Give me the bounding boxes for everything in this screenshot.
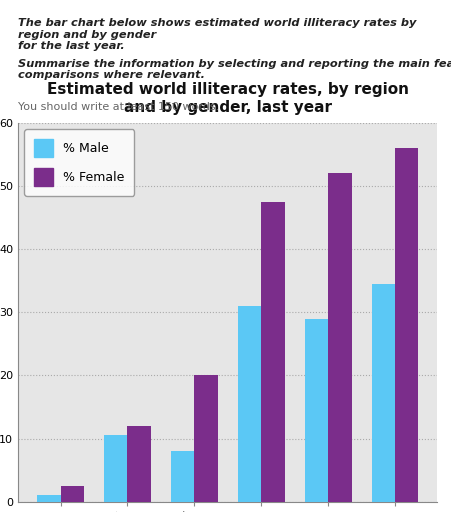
Bar: [194, 375, 218, 502]
Title: Estimated world illiteracy rates, by region
and by gender, last year: Estimated world illiteracy rates, by reg…: [47, 82, 409, 115]
Bar: [395, 148, 419, 502]
Bar: [171, 451, 194, 502]
Legend: % Male, % Female: % Male, % Female: [24, 129, 134, 196]
Bar: [104, 435, 128, 502]
Bar: [261, 202, 285, 502]
Bar: [60, 486, 84, 502]
Bar: [305, 318, 328, 502]
Bar: [128, 426, 151, 502]
Text: You should write at least 150 words.: You should write at least 150 words.: [18, 102, 219, 113]
Text: Summarise the information by selecting and reporting the main features, and make: Summarise the information by selecting a…: [18, 59, 451, 80]
Bar: [37, 496, 60, 502]
Bar: [238, 306, 261, 502]
Text: The bar chart below shows estimated world illiteracy rates by region and by gend: The bar chart below shows estimated worl…: [18, 18, 416, 51]
Bar: [372, 284, 395, 502]
Bar: [328, 174, 351, 502]
